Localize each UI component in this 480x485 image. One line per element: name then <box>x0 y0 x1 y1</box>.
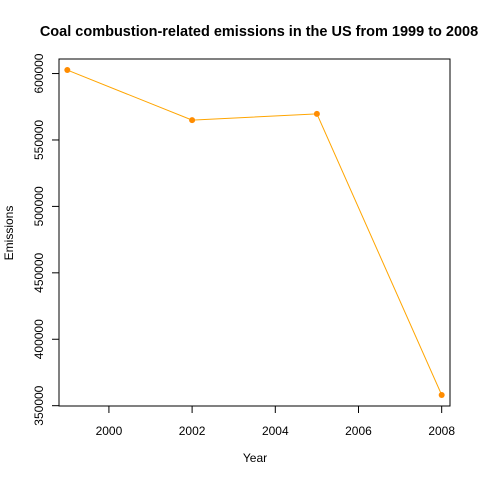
plot-frame <box>58 58 451 407</box>
y-tick-label: 400000 <box>32 319 46 359</box>
y-tick-label: 600000 <box>32 53 46 93</box>
x-axis-label: Year <box>243 451 267 465</box>
y-axis: 350000 400000 450000 500000 550000 600000 <box>32 53 60 426</box>
x-tick-label: 2000 <box>96 424 123 438</box>
y-tick-label: 550000 <box>32 120 46 160</box>
data-point <box>189 117 196 124</box>
x-tick-label: 2004 <box>262 424 289 438</box>
x-tick-label: 2002 <box>179 424 206 438</box>
series-layer <box>64 67 445 398</box>
y-tick-label: 450000 <box>32 252 46 292</box>
chart-title: Coal combustion-related emissions in the… <box>40 24 478 40</box>
x-tick-label: 2006 <box>345 424 372 438</box>
emissions-series-line <box>67 69 443 396</box>
data-point <box>313 110 320 117</box>
x-tick-label: 2008 <box>428 424 455 438</box>
x-axis: 2000 2002 2004 2006 2008 <box>96 405 455 438</box>
y-tick-label: 500000 <box>32 186 46 226</box>
data-point <box>64 67 71 74</box>
y-axis-label: Emissions <box>2 206 16 261</box>
y-tick-label: 350000 <box>32 385 46 425</box>
data-point <box>438 391 445 398</box>
